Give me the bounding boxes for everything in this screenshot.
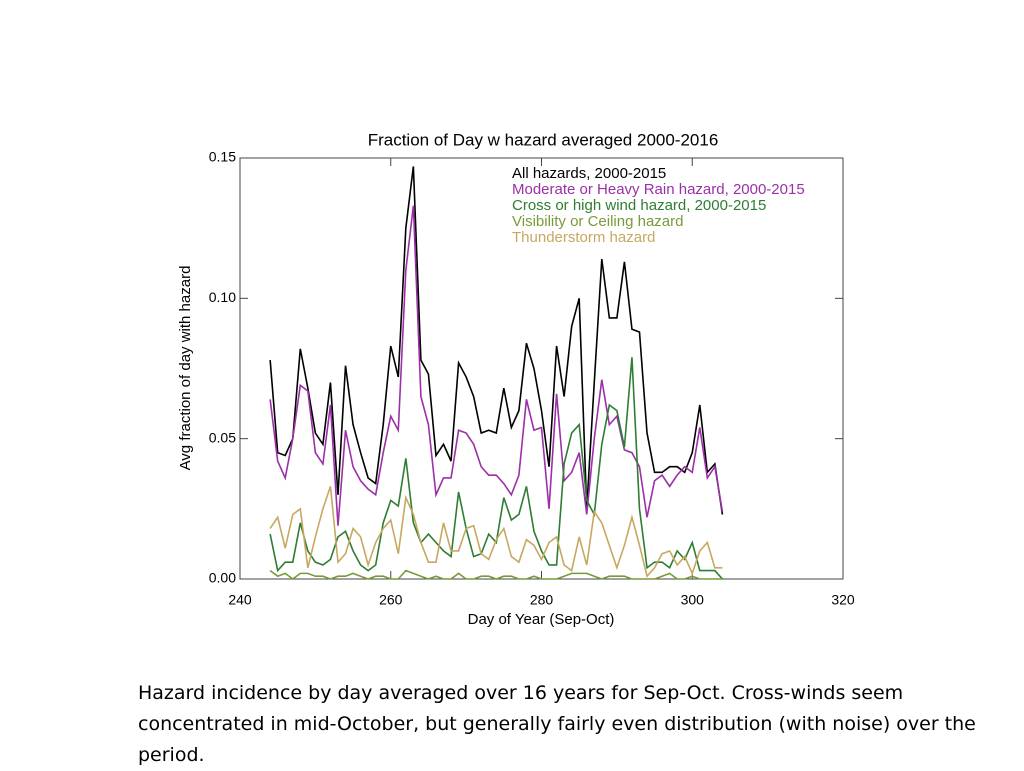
x-tick-label: 320 — [831, 592, 855, 608]
series-line — [269, 569, 723, 580]
y-tick-label: 0.10 — [209, 289, 236, 305]
legend-entry: All hazards, 2000-2015 — [512, 165, 666, 182]
x-tick-label: 260 — [379, 592, 403, 608]
series-line — [269, 357, 723, 580]
x-axis-label: Day of Year (Sep-Oct) — [468, 611, 615, 628]
y-tick-label: 0.05 — [209, 429, 236, 445]
chart-title: Fraction of Day w hazard averaged 2000-2… — [368, 130, 719, 149]
series-line — [269, 486, 723, 578]
y-tick-label: 0.00 — [209, 570, 236, 586]
x-tick-label: 240 — [228, 592, 252, 608]
legend-entry: Cross or high wind hazard, 2000-2015 — [512, 197, 766, 214]
series-line — [269, 166, 724, 515]
x-tick-label: 300 — [681, 592, 705, 608]
legend-entry: Thunderstorm hazard — [512, 229, 655, 246]
chart: Fraction of Day w hazard averaged 2000-2… — [177, 130, 855, 628]
caption: Hazard incidence by day averaged over 16… — [138, 682, 976, 766]
legend-entry: Moderate or Heavy Rain hazard, 2000-2015 — [512, 181, 805, 198]
series-line — [269, 205, 724, 526]
y-tick-label: 0.15 — [209, 149, 236, 165]
x-tick-label: 280 — [530, 592, 554, 608]
y-axis-label: Avg fraction of day with hazard — [177, 266, 194, 471]
legend-entry: Visibility or Ceiling hazard — [512, 213, 683, 230]
